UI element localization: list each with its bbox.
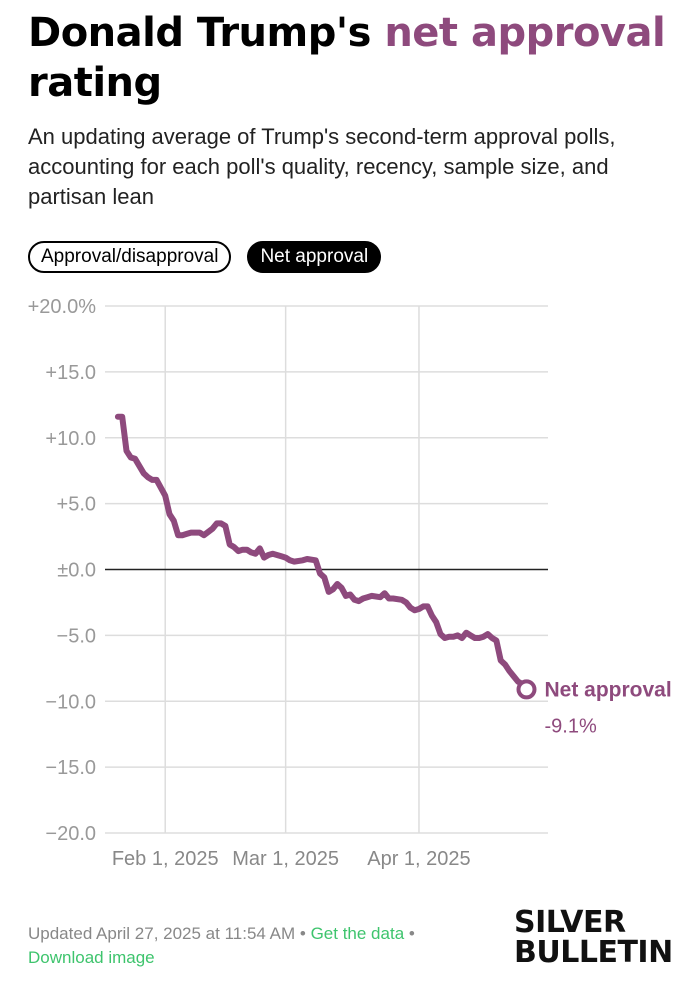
x-tick-label: Mar 1, 2025 [232,848,339,870]
x-axis-labels: Feb 1, 2025 Mar 1, 2025 Apr 1, 2025 [112,848,471,870]
title-part2: rating [28,60,162,106]
toggle-approval-disapproval[interactable]: Approval/disapproval [28,241,232,273]
net-approval-line [114,413,530,693]
y-tick-label: +20.0% [28,296,97,318]
get-data-link[interactable]: Get the data [310,924,405,943]
y-tick-label: −15.0 [45,757,96,779]
footer-separator-2: • [408,924,415,943]
net-approval-chart: +20.0% +15.0 +10.0 +5.0 ±0.0 −5.0 −10.0 −15.0 −2… [28,296,672,870]
brand-line-2: BULLETIN [514,935,673,970]
brand-logo: SILVER BULLETIN [514,908,673,968]
y-tick-label: −20.0 [45,823,96,845]
brand-line-1: SILVER [514,905,626,940]
download-image-link[interactable]: Download image [28,948,155,967]
y-tick-label: −5.0 [57,625,96,647]
x-tick-label: Feb 1, 2025 [112,848,219,870]
y-tick-label: ±0.0 [57,560,96,582]
x-tick-label: Apr 1, 2025 [367,848,470,870]
toggle-net-approval[interactable]: Net approval [247,241,382,273]
footer: Updated April 27, 2025 at 11:54 AM • Get… [28,922,468,970]
y-tick-label: −10.0 [45,691,96,713]
y-tick-label: +15.0 [45,362,96,384]
end-point-marker[interactable] [516,679,537,700]
series-end-label: Net approval [544,678,671,701]
y-axis-labels: +20.0% +15.0 +10.0 +5.0 ±0.0 −5.0 −10.0 −15.0 −2… [28,296,97,845]
y-tick-label: +5.0 [57,494,96,516]
chart-subtitle: An updating average of Trump's second-te… [28,124,616,209]
chart-title: Donald Trump's net approval rating [28,8,678,108]
title-part1: Donald Trump's [28,10,385,56]
footer-separator: • [299,924,306,943]
series-end-value: -9.1% [544,715,596,737]
updated-timestamp: Updated April 27, 2025 at 11:54 AM [28,924,296,943]
title-accent: net approval [384,10,666,56]
y-grid [105,305,548,834]
y-tick-label: +10.0 [45,428,96,450]
view-toggle-group: Approval/disapproval Net approval [28,241,382,273]
